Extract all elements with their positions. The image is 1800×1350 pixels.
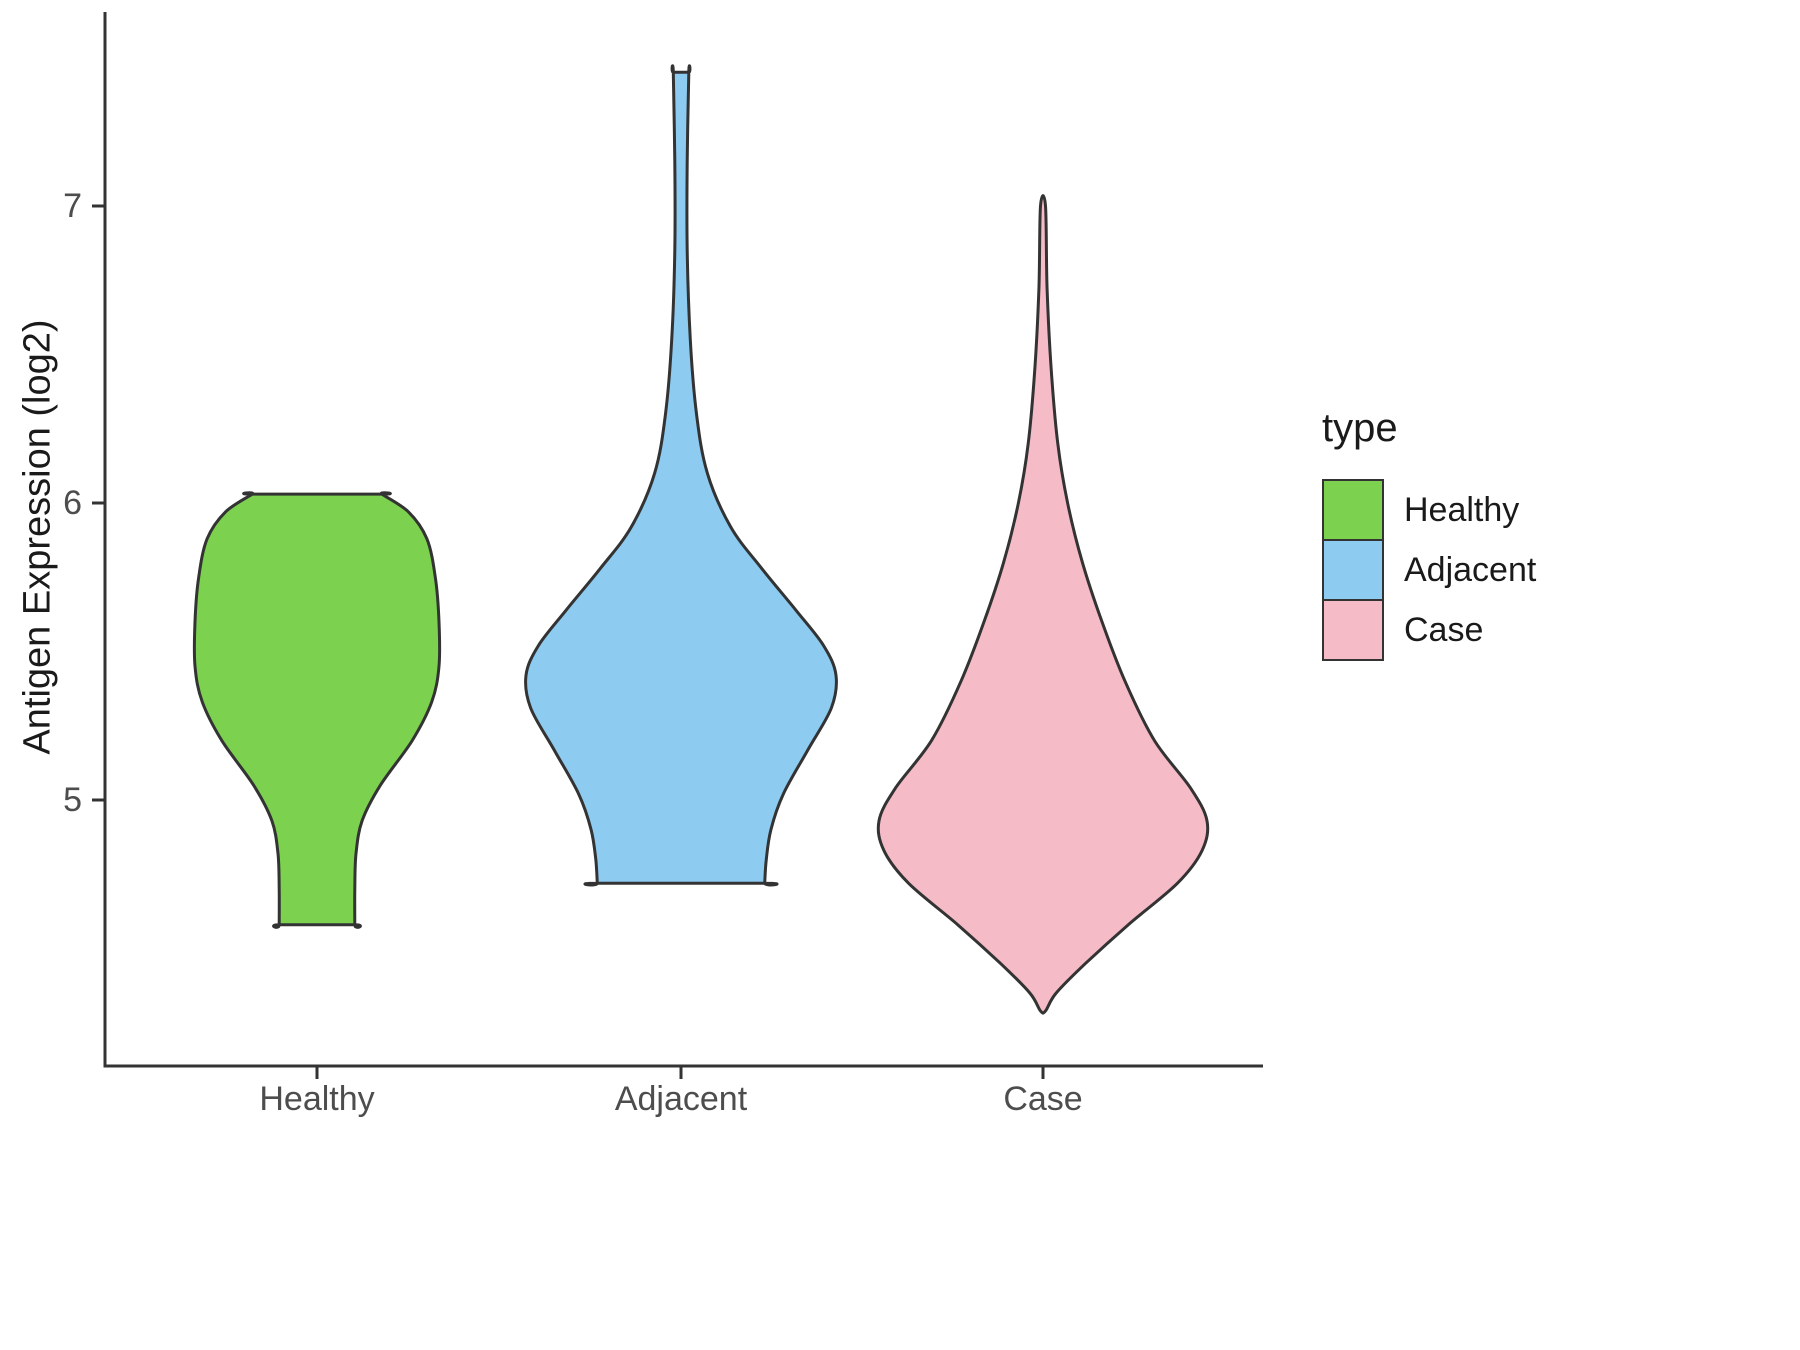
legend-entry-adjacent: Adjacent [1322, 539, 1536, 601]
legend-label-healthy: Healthy [1404, 490, 1520, 529]
y-tick-label-7: 7 [63, 187, 82, 225]
legend-title: type [1322, 406, 1398, 450]
y-axis-title: Antigen Expression (log2) [16, 319, 59, 755]
x-tick-label-case: Case [1003, 1080, 1083, 1118]
legend-label-case: Case [1404, 610, 1484, 649]
legend-entry-healthy: Healthy [1322, 479, 1536, 541]
legend-swatch-healthy [1322, 479, 1384, 541]
legend-label-adjacent: Adjacent [1404, 550, 1537, 589]
x-tick-label-healthy: Healthy [259, 1080, 375, 1118]
legend-entry-case: Case [1322, 599, 1536, 661]
violin-case [876, 194, 1210, 1015]
y-tick-label-6: 6 [63, 484, 82, 522]
x-tick-label-adjacent: Adjacent [614, 1080, 748, 1118]
legend-swatch-adjacent [1322, 539, 1384, 601]
legend-swatch-case [1322, 599, 1384, 661]
violin-healthy [192, 491, 442, 929]
violin-adjacent [524, 64, 838, 887]
legend: type Healthy Adjacent Case [1322, 406, 1536, 661]
y-tick-label-5: 5 [63, 781, 82, 819]
